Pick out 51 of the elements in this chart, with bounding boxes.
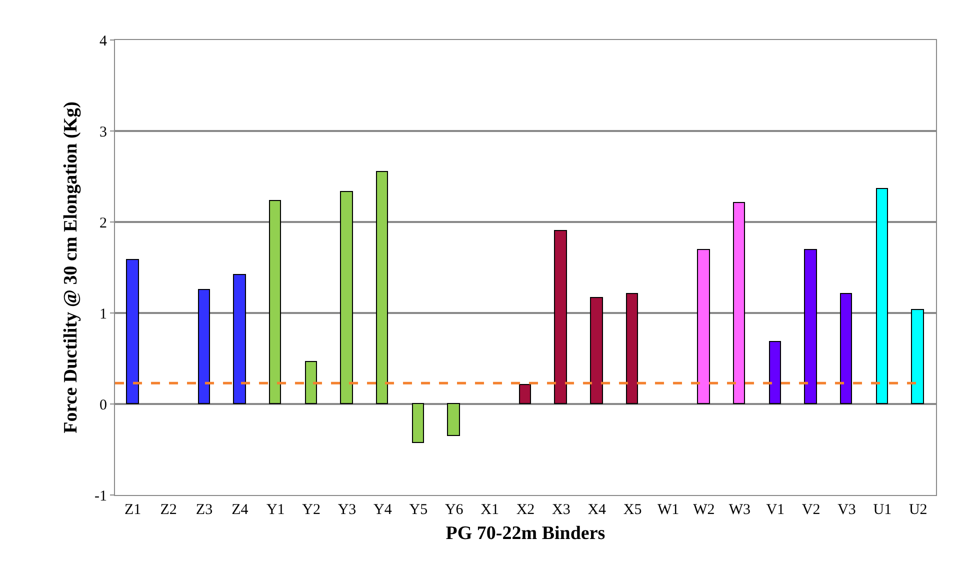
x-tick-label: X2 <box>516 502 535 518</box>
bar <box>697 249 710 404</box>
x-tick-label: W3 <box>728 502 751 518</box>
y-tick-label: 1 <box>100 306 107 322</box>
x-tick-label: V2 <box>802 502 820 518</box>
x-tick-label: V3 <box>838 502 856 518</box>
bar <box>305 361 317 404</box>
bar <box>447 403 460 436</box>
x-tick-label: Y2 <box>302 502 320 518</box>
x-tick-label: X4 <box>588 502 607 518</box>
x-tick-label: Z4 <box>232 502 249 518</box>
bar <box>876 188 888 404</box>
bar <box>340 191 353 404</box>
bar <box>626 293 638 404</box>
bar <box>198 289 210 404</box>
x-tick-label: Y3 <box>338 502 356 518</box>
bar <box>233 274 246 404</box>
x-tick-label: Z2 <box>160 502 177 518</box>
x-tick-label: Y4 <box>374 502 392 518</box>
x-axis-title: PG 70-22m Binders <box>446 522 606 544</box>
bar <box>126 259 139 404</box>
bar <box>554 230 567 404</box>
bar <box>804 249 817 404</box>
x-tick-label: Y6 <box>444 502 464 518</box>
x-tick-label: Y1 <box>266 502 285 518</box>
bar <box>269 200 281 404</box>
bar <box>840 293 852 404</box>
x-tick-label: U2 <box>908 502 928 518</box>
bar <box>519 384 531 404</box>
bar <box>733 202 745 404</box>
y-tick-label: 0 <box>100 397 107 414</box>
y-axis-title: Force Ductility @ 30 cm Elongation (Kg) <box>60 102 82 434</box>
x-tick-label: U1 <box>873 502 892 518</box>
bar <box>412 403 424 443</box>
y-tick-label: 3 <box>100 124 107 140</box>
x-tick-label: W1 <box>657 502 680 518</box>
y-tick-label: -1 <box>94 488 107 504</box>
bar <box>376 171 388 404</box>
y-tick-label: 4 <box>100 33 108 50</box>
x-tick-label: Z1 <box>124 502 142 518</box>
bar <box>769 341 781 404</box>
y-tick-label: 2 <box>100 215 107 232</box>
x-tick-label: Y5 <box>409 502 428 518</box>
x-tick-label: X3 <box>552 502 570 518</box>
bar <box>911 309 924 404</box>
x-tick-label: X5 <box>623 502 642 518</box>
x-tick-label: V1 <box>766 502 785 518</box>
x-tick-label: X1 <box>480 502 499 518</box>
bar <box>590 297 603 404</box>
x-tick-label: W2 <box>693 502 715 518</box>
x-tick-label: Z3 <box>196 502 213 518</box>
